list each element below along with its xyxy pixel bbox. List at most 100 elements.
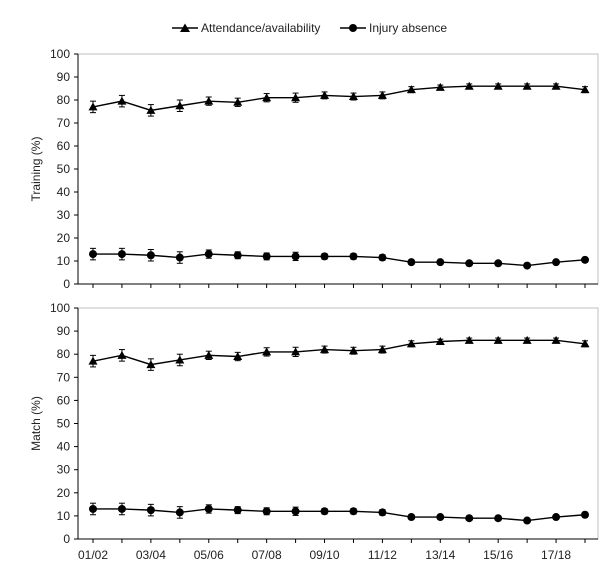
data-point <box>89 250 97 259</box>
data-point <box>523 516 532 525</box>
data-point <box>320 507 329 516</box>
data-point <box>233 352 243 361</box>
data-point <box>320 252 329 261</box>
y-tick-label: 0 <box>63 532 70 546</box>
series-attendance <box>88 335 590 371</box>
data-point <box>522 81 532 90</box>
data-point <box>407 513 416 522</box>
data-point <box>493 335 503 344</box>
data-point <box>262 252 271 261</box>
legend-triangle-marker-icon <box>180 23 190 32</box>
y-tick-label: 10 <box>57 509 71 523</box>
data-point <box>493 81 503 90</box>
y-tick-label: 70 <box>57 370 71 384</box>
y-tick-label: 80 <box>57 93 71 107</box>
y-tick-label: 30 <box>57 463 71 477</box>
data-point <box>406 339 416 348</box>
data-point <box>146 251 155 260</box>
data-point <box>117 504 126 513</box>
data-point <box>204 96 214 105</box>
data-point <box>348 346 358 355</box>
series-line <box>92 85 586 112</box>
data-point <box>464 81 474 90</box>
series-attendance <box>88 81 590 117</box>
data-point <box>552 258 561 267</box>
data-point <box>175 508 184 517</box>
data-point <box>581 255 589 264</box>
legend: Attendance/availability Injury absence <box>172 21 447 35</box>
y-tick-label: 70 <box>57 116 71 130</box>
data-point <box>204 350 214 359</box>
data-point <box>117 350 127 359</box>
data-point <box>175 253 184 262</box>
data-point <box>291 93 301 102</box>
series-line <box>92 339 586 366</box>
y-tick-label: 10 <box>57 254 71 268</box>
x-tick-label: 01/02 <box>78 548 108 562</box>
data-point <box>233 251 242 260</box>
data-point <box>435 336 445 345</box>
data-point <box>146 360 156 369</box>
data-point <box>581 510 589 519</box>
data-point <box>233 97 243 106</box>
data-point <box>580 339 590 348</box>
y-tick-label: 50 <box>57 417 71 431</box>
x-tick-label: 07/08 <box>252 548 282 562</box>
y-tick-label: 60 <box>57 139 71 153</box>
data-point <box>146 105 156 114</box>
data-point <box>436 513 445 522</box>
x-tick-label: 03/04 <box>136 548 166 562</box>
data-point <box>262 93 272 102</box>
legend-label-injury: Injury absence <box>369 21 447 35</box>
y-tick-label: 40 <box>57 185 71 199</box>
y-tick-label: 90 <box>57 324 71 338</box>
data-point <box>320 345 330 354</box>
series-line <box>93 253 586 267</box>
y-tick-label: 40 <box>57 440 71 454</box>
data-point <box>580 85 590 94</box>
x-tick-label: 15/16 <box>483 548 513 562</box>
training-panel: 0 10 20 30 40 50 60 70 80 90 100 Training (%) <box>29 47 599 291</box>
data-point <box>291 347 301 356</box>
data-point <box>291 507 300 516</box>
series-injury <box>89 247 589 270</box>
data-point <box>175 101 185 110</box>
match-panel: 0 10 20 30 40 50 60 70 80 90 100 01/02 03/04 05/06 07/… <box>29 301 599 562</box>
data-point <box>377 90 387 99</box>
data-point <box>262 507 271 516</box>
data-point <box>348 92 358 101</box>
data-point <box>320 90 330 99</box>
y-tick-label: 100 <box>50 47 70 61</box>
data-point <box>551 81 561 90</box>
data-point <box>262 347 272 356</box>
legend-circle-marker-icon <box>349 24 357 32</box>
data-point <box>522 335 532 344</box>
data-point <box>88 102 98 111</box>
data-point <box>494 259 503 268</box>
y-tick-label: 90 <box>57 70 71 84</box>
data-point <box>378 253 387 262</box>
data-point <box>435 82 445 91</box>
data-point <box>436 258 445 267</box>
data-point <box>464 335 474 344</box>
y-tick-label: 50 <box>57 162 71 176</box>
data-point <box>88 356 98 365</box>
data-point <box>175 355 185 364</box>
y-axis-title: Match (%) <box>29 396 43 451</box>
y-tick-label: 20 <box>57 486 71 500</box>
data-point <box>407 258 416 267</box>
data-point <box>494 514 503 523</box>
x-tick-label: 17/18 <box>541 548 571 562</box>
data-point <box>117 96 127 105</box>
data-point <box>349 507 358 516</box>
series-line <box>93 508 586 522</box>
data-point <box>551 335 561 344</box>
y-tick-label: 20 <box>57 231 71 245</box>
data-point <box>204 504 213 513</box>
y-tick-label: 0 <box>63 277 70 291</box>
data-point <box>378 508 387 517</box>
data-point <box>89 504 97 513</box>
y-axis-title: Training (%) <box>29 137 43 202</box>
